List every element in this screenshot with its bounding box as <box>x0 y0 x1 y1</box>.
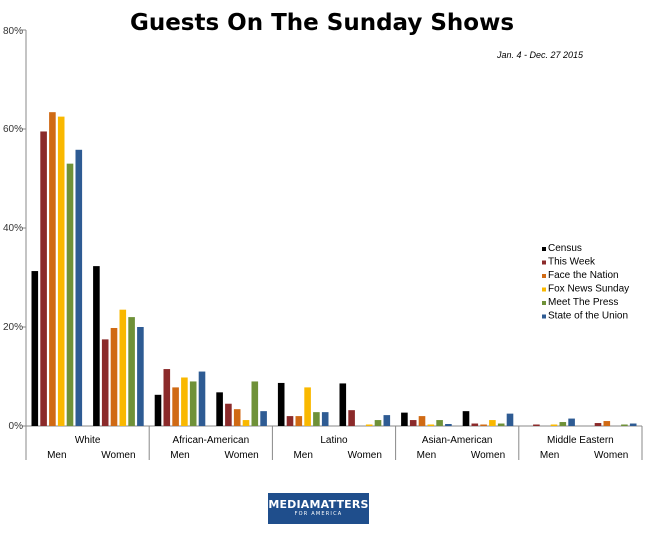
subgroup-label: Men <box>47 450 66 461</box>
legend-label: Face the Nation <box>548 270 619 281</box>
legend-label: State of the Union <box>548 311 628 322</box>
subgroup-label: Women <box>471 450 505 461</box>
legend-swatch <box>542 260 546 265</box>
bar <box>427 424 435 426</box>
bar <box>128 317 135 426</box>
bar <box>260 411 267 426</box>
bar <box>339 383 347 426</box>
bar <box>409 420 417 426</box>
category-labels: Men Women Men Women Men Women Men Women Men Women… <box>47 435 628 461</box>
bar <box>233 409 241 426</box>
legend-swatch <box>542 247 546 251</box>
bar <box>506 413 514 427</box>
bar <box>401 412 408 426</box>
bar <box>533 424 540 426</box>
bar <box>383 415 391 426</box>
media-matters-logo: MEDIAMATTERS FOR AMERICA <box>268 493 369 524</box>
subgroup-label: Men <box>293 450 312 461</box>
legend-label: Census <box>548 243 582 254</box>
legend-label: This Week <box>548 257 596 268</box>
subgroup-label: Men <box>170 450 189 461</box>
chart-subtitle: Jan. 4 - Dec. 27 2015 <box>496 50 584 60</box>
bar <box>489 420 496 426</box>
bar <box>225 403 232 426</box>
bar <box>550 424 558 426</box>
bar <box>40 131 47 426</box>
y-tick-label: 80% <box>3 26 23 37</box>
bar <box>374 420 382 426</box>
bar <box>480 424 487 426</box>
bar <box>418 416 426 426</box>
subgroup-label: Women <box>224 450 258 461</box>
logo-sub-text: FOR AMERICA <box>294 511 343 517</box>
bar <box>66 163 74 426</box>
legend-label: Fox News Sunday <box>548 284 629 295</box>
group-label: Asian-American <box>422 435 493 446</box>
legend-swatch <box>542 287 546 292</box>
bar <box>75 149 83 427</box>
bar <box>365 424 373 426</box>
bar <box>594 423 602 426</box>
subgroup-label: Women <box>348 450 382 461</box>
bar <box>110 327 118 426</box>
y-tick-label: 60% <box>3 124 23 135</box>
group-label: Latino <box>320 435 348 446</box>
bar <box>629 423 637 426</box>
chart-title: Guests On The Sunday Shows <box>130 10 514 36</box>
bar <box>172 387 179 426</box>
bar <box>198 371 206 426</box>
bar <box>119 309 127 426</box>
subgroup-label: Men <box>417 450 436 461</box>
bar <box>348 410 355 426</box>
y-tick-label: 20% <box>3 322 23 333</box>
bar <box>277 382 285 426</box>
bar <box>189 381 197 426</box>
bar <box>251 381 259 426</box>
bar <box>497 423 505 426</box>
y-tick-label: 40% <box>3 223 23 234</box>
bar <box>445 424 452 426</box>
legend-swatch <box>542 301 546 305</box>
bar <box>286 416 294 426</box>
bar <box>436 420 443 426</box>
group-label: White <box>75 435 101 446</box>
bar <box>603 421 611 426</box>
bar <box>621 424 628 426</box>
bar <box>295 416 303 426</box>
group-label: African-American <box>172 435 249 446</box>
bar <box>242 420 250 426</box>
bar <box>471 423 479 426</box>
subgroup-label: Men <box>540 450 559 461</box>
bar <box>559 422 567 426</box>
bar <box>31 271 39 426</box>
bar <box>101 339 109 427</box>
bar <box>181 377 188 426</box>
legend: Census This Week Face the Nation Fox News S… <box>542 243 629 322</box>
subgroup-label: Women <box>101 450 135 461</box>
bars <box>31 112 637 427</box>
bar <box>154 394 162 426</box>
bar <box>163 369 171 426</box>
bar <box>216 392 223 426</box>
bar <box>313 412 320 426</box>
bar <box>93 266 100 426</box>
logo-main-text: MEDIAMATTERS <box>268 498 369 511</box>
bar <box>304 387 311 426</box>
bar <box>49 112 56 427</box>
bar <box>568 418 575 426</box>
subgroup-label: Women <box>594 450 628 461</box>
group-label: Middle Eastern <box>547 435 614 446</box>
legend-label: Meet The Press <box>548 297 618 308</box>
bar <box>321 412 329 426</box>
bar <box>137 327 144 426</box>
y-tick-label: 0% <box>9 421 24 432</box>
bar <box>57 116 65 427</box>
bar <box>462 411 470 426</box>
legend-swatch <box>542 274 546 278</box>
legend-swatch <box>542 314 546 319</box>
